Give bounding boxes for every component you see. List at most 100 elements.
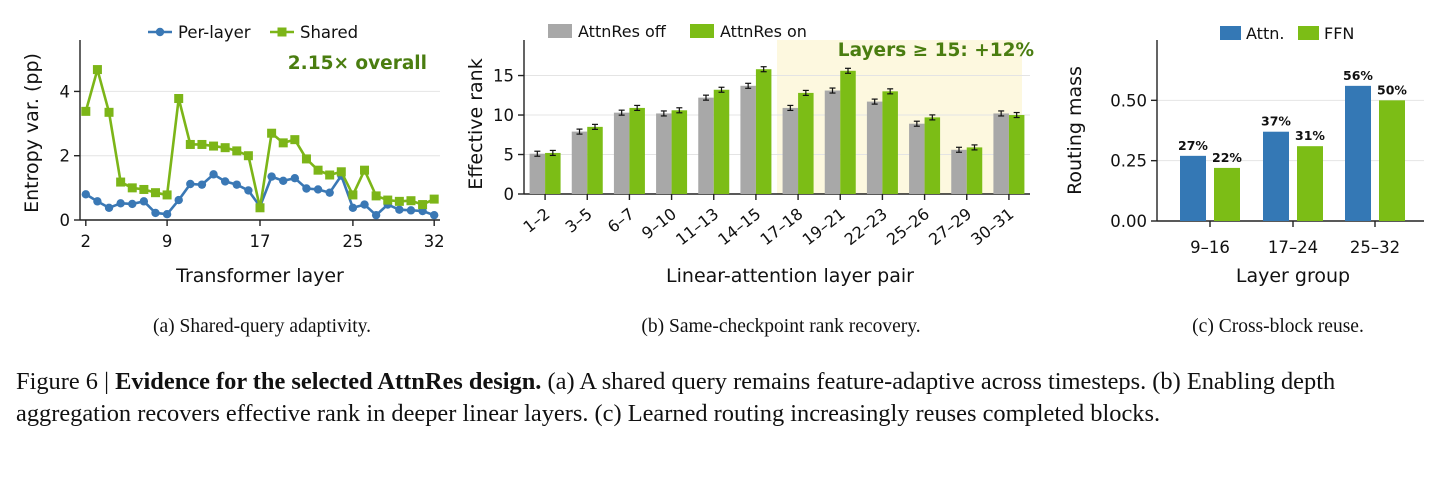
x-axis-label: Layer group — [1236, 265, 1350, 287]
highlight-region — [777, 40, 1022, 194]
bar-ffn — [1297, 146, 1323, 221]
data-point — [360, 200, 369, 209]
data-point — [418, 200, 428, 210]
bar-attnres-on — [545, 152, 561, 194]
legend-swatch — [548, 24, 572, 38]
bar-attnres-on — [629, 107, 645, 194]
bar-attnres-on — [1008, 115, 1025, 194]
bar-attnres-on — [671, 110, 688, 194]
legend-label: FFN — [1324, 24, 1354, 43]
data-point — [116, 177, 126, 187]
bar-value-label: 37% — [1261, 114, 1291, 129]
data-point — [81, 190, 91, 199]
data-point — [301, 154, 311, 164]
bar-attnres-on — [755, 69, 772, 194]
data-point — [128, 199, 137, 209]
y-tick-label: 2 — [60, 147, 71, 166]
legend-marker — [155, 27, 165, 37]
data-point — [279, 176, 288, 185]
bar-attnres-off — [740, 85, 756, 194]
legend-swatch — [690, 24, 714, 38]
layers-annotation: Layers ≥ 15: +12% — [838, 40, 1034, 61]
x-tick-label: 30–31 — [967, 204, 1017, 249]
data-point — [429, 194, 439, 204]
x-axis-label: Linear-attention layer pair — [666, 265, 914, 287]
data-point — [220, 143, 230, 153]
data-point — [348, 190, 358, 200]
x-tick-label: 27–29 — [925, 204, 975, 249]
data-point — [255, 203, 265, 213]
x-tick-label: 11–13 — [672, 204, 722, 249]
y-tick-label: 0.00 — [1110, 212, 1147, 231]
data-point — [371, 191, 381, 201]
bar-attnres-off — [993, 113, 1009, 194]
legend-label: Attn. — [1246, 24, 1284, 43]
bar-attnres-on — [587, 126, 603, 194]
data-point — [232, 146, 242, 156]
data-point — [395, 205, 404, 214]
data-point — [278, 138, 288, 148]
bar-attnres-off — [571, 131, 588, 194]
legend-label: Per-layer — [178, 23, 251, 42]
x-tick-label: 17–18 — [756, 204, 806, 249]
bar-attnres-on — [840, 70, 856, 194]
y-tick-label: 10 — [493, 106, 514, 125]
data-point — [232, 180, 241, 189]
data-point — [162, 210, 172, 219]
y-tick-label: 0 — [60, 211, 71, 230]
data-point — [360, 165, 370, 175]
data-point — [151, 208, 160, 218]
x-tick-label: 25 — [342, 232, 363, 251]
x-tick-label: 3–5 — [562, 204, 596, 236]
x-tick-label: 17 — [250, 232, 271, 251]
y-axis-label: Entropy var. (pp) — [21, 53, 43, 213]
data-point — [348, 203, 358, 212]
x-axis-label: Transformer layer — [175, 265, 344, 287]
bar-attnres-on — [882, 91, 898, 194]
y-axis-label: Effective rank — [465, 58, 487, 189]
legend-label: AttnRes on — [720, 22, 807, 41]
figure-caption: Figure 6 | Evidence for the selected Att… — [16, 366, 1436, 430]
bar-attnres-off — [656, 113, 672, 194]
bar-attnres-on — [713, 89, 730, 194]
x-tick-label: 9–16 — [1190, 238, 1230, 257]
data-point — [139, 197, 149, 206]
data-point — [139, 184, 149, 194]
bar-attnres-on — [924, 117, 941, 194]
bar-attnres-off — [909, 123, 925, 194]
y-tick-label: 0 — [504, 185, 515, 204]
caption-prefix: Figure 6 | — [16, 368, 116, 395]
data-point — [336, 167, 346, 177]
bar-attnres-on — [966, 147, 983, 194]
data-point — [104, 203, 114, 212]
data-point — [313, 165, 323, 175]
data-point — [244, 186, 253, 195]
bar-value-label: 27% — [1178, 138, 1208, 153]
data-point — [371, 210, 381, 220]
data-point — [186, 179, 195, 189]
data-point — [162, 190, 172, 200]
caption-bold: Evidence for the selected AttnRes design… — [115, 368, 542, 395]
data-point — [394, 196, 404, 206]
data-point — [325, 170, 335, 180]
bar-value-label: 22% — [1212, 150, 1242, 165]
x-tick-label: 17–24 — [1268, 238, 1318, 257]
data-point — [429, 210, 439, 220]
y-tick-label: 4 — [60, 82, 71, 101]
caption-text: (a) A shared query remains feature-adapt… — [16, 368, 1336, 427]
bar-attnres-on — [798, 92, 814, 194]
bar-value-label: 56% — [1343, 68, 1373, 83]
y-tick-label: 5 — [504, 146, 515, 165]
data-point — [302, 184, 311, 193]
legend-swatch — [1220, 26, 1241, 40]
x-tick-label: 2 — [81, 232, 92, 251]
x-tick-label: 22–23 — [841, 204, 891, 249]
data-point — [209, 141, 219, 151]
data-point — [174, 94, 184, 103]
y-axis-label: Routing mass — [1064, 66, 1086, 195]
data-point — [93, 197, 102, 206]
bar-attnres-off — [529, 153, 546, 194]
data-point — [81, 106, 91, 116]
x-tick-label: 25–26 — [883, 204, 933, 249]
